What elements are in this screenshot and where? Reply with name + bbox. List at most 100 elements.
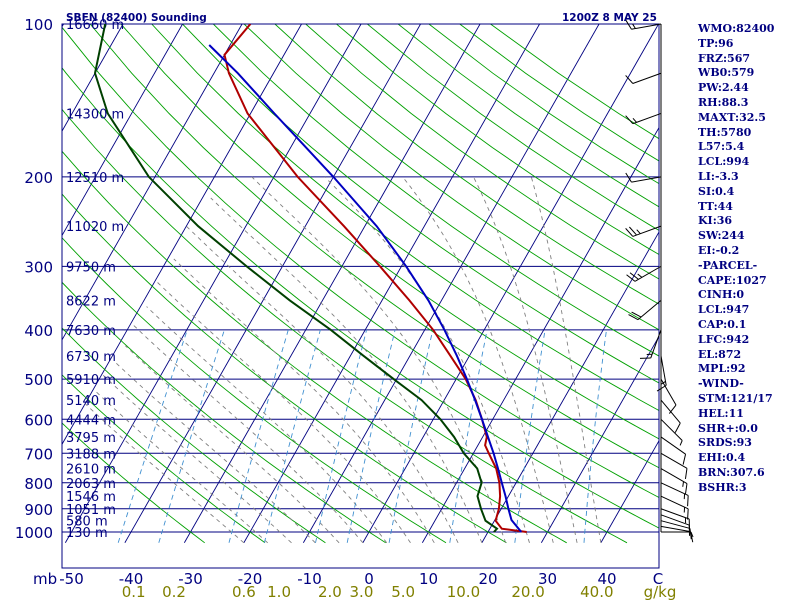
wind-barb-staff xyxy=(637,300,662,321)
wind-barb-staff xyxy=(660,514,690,526)
height-label: 4444 m xyxy=(66,413,116,428)
moist-adiabat xyxy=(146,306,388,544)
wind-barb xyxy=(625,112,662,125)
mixing-ratio-line xyxy=(346,329,396,543)
mixing-ratio-label: 0.2 xyxy=(162,583,186,600)
isotherm xyxy=(421,126,659,543)
wind-barb-staff xyxy=(660,468,688,484)
wind-barb-feather xyxy=(626,274,636,282)
isotherm xyxy=(62,24,243,341)
temperature-label: -10 xyxy=(297,570,322,588)
isotherm xyxy=(62,24,124,133)
mixing-ratio-label: 0.6 xyxy=(232,583,256,600)
parcel-line xyxy=(208,44,523,533)
index-item: CAPE:1027 xyxy=(698,273,767,287)
dry-adiabat xyxy=(212,24,659,357)
mixing-ratio-line xyxy=(228,329,289,543)
wind-barb xyxy=(661,531,694,538)
wind-barb-feather xyxy=(674,422,681,433)
temperature-label: 20 xyxy=(478,570,497,588)
isotherm xyxy=(62,24,64,28)
index-item: EHI:0.4 xyxy=(698,451,746,465)
height-label: 14300 m xyxy=(66,107,124,122)
dry-adiabat xyxy=(182,24,659,384)
moist-adiabat xyxy=(402,176,554,543)
moist-adiabat xyxy=(85,403,245,544)
dry-adiabat xyxy=(243,24,659,331)
wind-barb-half-feather xyxy=(632,117,637,123)
wind-barb-staff xyxy=(660,520,691,529)
height-label: 3188 m xyxy=(66,447,116,462)
index-item: KI:36 xyxy=(698,214,733,228)
isotherm xyxy=(600,439,659,543)
wind-barb-half-feather xyxy=(682,481,685,487)
dry-adiabat xyxy=(62,422,205,544)
height-label: 12510 m xyxy=(66,171,124,186)
wind-barb-feather xyxy=(625,19,632,30)
data-series xyxy=(93,24,527,533)
pressure-label: 100 xyxy=(24,16,53,34)
pressure-label: 1000 xyxy=(15,524,53,542)
index-item: EI:-0.2 xyxy=(698,243,740,257)
mixing-ratio-line xyxy=(449,329,488,543)
mixing-ratio-label: 0.1 xyxy=(122,583,146,600)
temperature-label: 30 xyxy=(538,570,557,588)
isotherm xyxy=(0,24,4,543)
moist-adiabat xyxy=(125,345,340,544)
wind-barb-feather xyxy=(629,226,637,236)
wind-barb-staff xyxy=(631,176,662,183)
moist-adiabat xyxy=(324,176,530,543)
index-item: SHR+:0.0 xyxy=(698,421,758,435)
index-item: BSHR:3 xyxy=(698,480,747,494)
pressure-unit-label: mb xyxy=(33,570,57,588)
index-item: BRN:307.6 xyxy=(698,465,765,479)
wind-barb-feather xyxy=(625,228,634,237)
index-item: WB0:579 xyxy=(698,66,755,80)
mixing-ratio-line xyxy=(117,329,188,543)
wind-barb xyxy=(626,265,662,282)
temperature-label: -20 xyxy=(238,570,263,588)
height-label: 5140 m xyxy=(66,394,116,409)
dry-adiabat xyxy=(62,108,628,544)
index-item: PW:2.44 xyxy=(698,81,749,95)
mixing-ratio-label: 2.0 xyxy=(318,583,342,600)
pressure-label: 600 xyxy=(24,411,53,429)
mixing-ratio-line xyxy=(158,329,225,543)
valid-time: 1200Z 8 MAY 25 xyxy=(562,12,657,24)
temperature-label: 40 xyxy=(597,570,616,588)
wind-barb xyxy=(625,19,662,30)
index-item: TT:44 xyxy=(698,199,733,213)
sounding-indices: WMO:82400 TP:96 FRZ:567 WB0:579 PW:2.44 RH:88… xyxy=(698,22,798,496)
dry-adiabat xyxy=(120,24,659,440)
wind-barb-half-feather xyxy=(632,23,636,29)
mixing-ratio-label: g/kg xyxy=(644,583,677,600)
index-item: SI:0.4 xyxy=(698,184,735,198)
wind-barb xyxy=(660,436,687,465)
temperature-label: -50 xyxy=(59,570,84,588)
wind-barb-feather xyxy=(625,75,634,84)
isotherm xyxy=(64,24,362,543)
mixing-ratio-line xyxy=(583,329,607,543)
height-label: 580 m xyxy=(66,515,108,530)
index-item: RH:88.3 xyxy=(698,95,749,109)
moist-adiabat xyxy=(251,176,507,543)
dry-adiabat xyxy=(336,24,659,255)
moist-adiabat xyxy=(95,391,268,544)
dry-adiabat xyxy=(89,24,659,469)
wind-barb-feather xyxy=(689,528,692,540)
wind-barb-staff xyxy=(660,355,667,386)
mixing-ratio-label: 3.0 xyxy=(350,583,374,600)
temperature-label: 10 xyxy=(419,570,438,588)
height-label: 2610 m xyxy=(66,463,116,478)
mixing-ratio-line xyxy=(514,329,546,543)
wind-barb-feather xyxy=(629,272,639,280)
index-item: TP:96 xyxy=(698,36,734,50)
wind-barb-feather xyxy=(656,384,667,392)
index-item: CINH:0 xyxy=(698,288,745,302)
wind-barb-half-feather xyxy=(690,531,694,538)
pressure-label: 200 xyxy=(24,169,53,187)
temperature-label: -30 xyxy=(178,570,203,588)
background-grid xyxy=(0,24,659,544)
index-item: TH:5780 xyxy=(698,125,752,139)
